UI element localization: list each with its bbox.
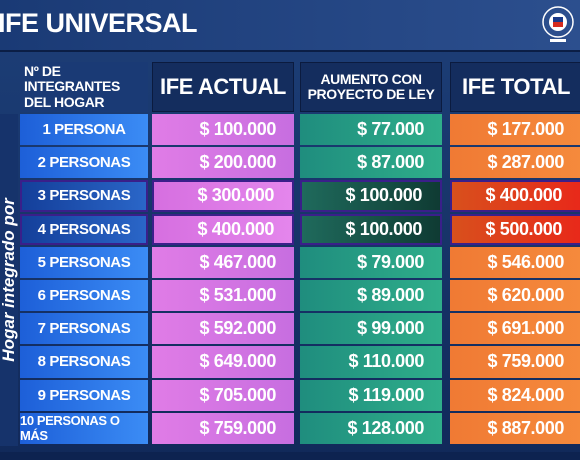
value-cell: $ 287.000 <box>450 147 580 179</box>
value-cell: $ 400.000 <box>450 180 580 212</box>
value-cell: $ 119.000 <box>300 379 442 411</box>
value-cell: $ 400.000 <box>152 213 294 245</box>
header-line: Nº DE INTEGRANTES <box>24 62 120 95</box>
row-label: 5 PERSONAS <box>20 246 148 278</box>
value-cell: $ 592.000 <box>152 313 294 345</box>
value-cell: $ 99.000 <box>300 313 442 345</box>
header-line: AUMENTO CON <box>320 70 422 87</box>
value-cell: $ 824.000 <box>450 379 580 411</box>
value-cell: $ 691.000 <box>450 313 580 345</box>
value-cell: $ 759.000 <box>450 346 580 378</box>
header-line: IFE ACTUAL <box>160 73 286 99</box>
value-cell: $ 759.000 <box>152 412 294 444</box>
value-cell: $ 200.000 <box>152 147 294 179</box>
value-cell: $ 531.000 <box>152 280 294 312</box>
value-cell: $ 87.000 <box>300 147 442 179</box>
value-cell: $ 110.000 <box>300 346 442 378</box>
row-label: 9 PERSONAS <box>20 379 148 411</box>
value-cell: $ 89.000 <box>300 280 442 312</box>
side-band <box>0 114 18 446</box>
value-cell: $ 128.000 <box>300 412 442 444</box>
value-cell: $ 79.000 <box>300 246 442 278</box>
footer-bar <box>0 452 580 460</box>
value-cell: $ 500.000 <box>450 213 580 245</box>
header-line: DEL HOGAR <box>24 93 105 110</box>
row-label: 2 PERSONAS <box>20 147 148 179</box>
value-cell: $ 100.000 <box>300 213 442 245</box>
header-cell: AUMENTO CON PROYECTO DE LEY <box>300 62 442 112</box>
value-cell: $ 100.000 <box>152 114 294 146</box>
value-cell: $ 887.000 <box>450 412 580 444</box>
header-line: IFE TOTAL <box>461 73 571 99</box>
value-cell: $ 177.000 <box>450 114 580 146</box>
value-cell: $ 467.000 <box>152 246 294 278</box>
side-label: Hogar integrado por <box>0 198 18 362</box>
value-cell: $ 620.000 <box>450 280 580 312</box>
header-cell: IFE ACTUAL <box>152 62 294 112</box>
value-cell: $ 77.000 <box>300 114 442 146</box>
value-cell: $ 100.000 <box>300 180 442 212</box>
header-line: PROYECTO DE LEY <box>307 86 435 102</box>
row-label: 7 PERSONAS <box>20 313 148 345</box>
title: IFE UNIVERSAL <box>0 8 198 38</box>
header-cell: Nº DE INTEGRANTES DEL HOGAR <box>20 62 148 112</box>
header-cell: IFE TOTAL <box>450 62 580 112</box>
row-label: 10 PERSONAS O MÁS <box>20 412 148 444</box>
row-label: 4 PERSONAS <box>20 213 148 245</box>
logo <box>542 6 574 42</box>
value-cell: $ 705.000 <box>152 379 294 411</box>
value-cell: $ 546.000 <box>450 246 580 278</box>
row-label: 3 PERSONAS <box>20 180 148 212</box>
value-cell: $ 300.000 <box>152 180 294 212</box>
row-label: 8 PERSONAS <box>20 346 148 378</box>
title-bar <box>0 0 580 52</box>
value-cell: $ 649.000 <box>152 346 294 378</box>
row-label: 1 PERSONA <box>20 114 148 146</box>
row-label: 6 PERSONAS <box>20 280 148 312</box>
